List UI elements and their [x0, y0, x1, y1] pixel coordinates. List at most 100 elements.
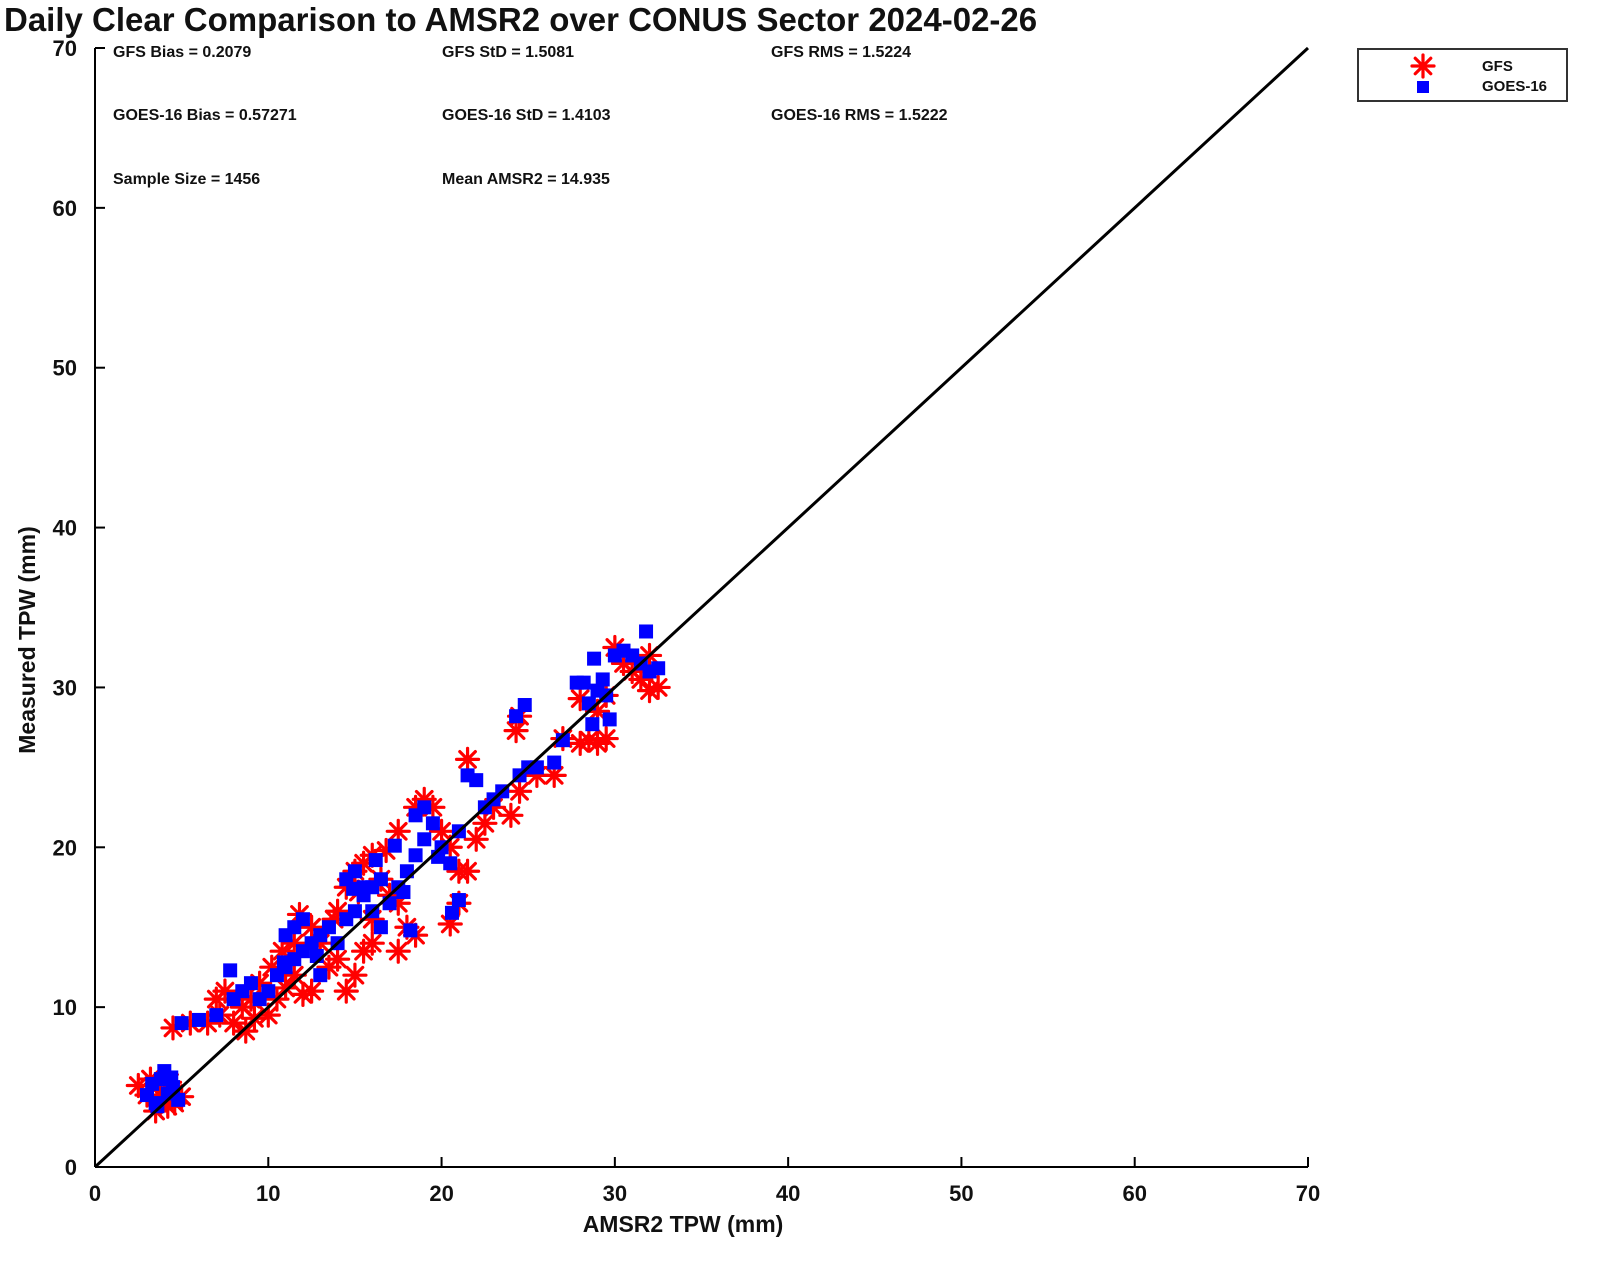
goes16-point: [346, 881, 361, 896]
legend-goes16-marker: [1417, 81, 1429, 93]
goes16-point: [576, 675, 591, 690]
gfs-point: [454, 746, 481, 772]
y-tick-label: 20: [53, 835, 77, 860]
one-to-one-line: [93, 46, 1310, 1169]
goes16-point: [243, 976, 258, 991]
goes16-point: [209, 1008, 224, 1023]
stat-goes-std: GOES-16 StD = 1.4103: [442, 107, 611, 124]
legend-goes16-label: GOES-16: [1482, 78, 1547, 95]
stat-gfs-rms: GFS RMS = 1.5224: [771, 44, 911, 61]
legend-gfs-label: GFS: [1482, 58, 1513, 75]
x-ticks: 0 10 20 30 40 50 60 70: [89, 1157, 1320, 1206]
gfs-point: [325, 946, 351, 972]
goes16-point: [517, 698, 532, 713]
y-tick-label: 30: [53, 675, 77, 700]
goes16-point: [417, 832, 432, 847]
stat-gfs-bias: GFS Bias = 0.2079: [113, 44, 251, 61]
y-tick-label: 50: [53, 356, 77, 381]
gfs-point: [273, 975, 299, 1001]
gfs-point: [503, 717, 529, 744]
gfs-point: [506, 778, 533, 804]
stats-annotations: GFS Bias = 0.2079 GFS StD = 1.5081 GFS R…: [113, 44, 948, 188]
goes16-point: [313, 968, 328, 983]
y-axis-label: Measured TPW (mm): [14, 526, 40, 753]
x-tick-label: 60: [1122, 1181, 1146, 1206]
x-tick-label: 0: [89, 1181, 101, 1206]
gfs-point: [342, 962, 368, 988]
goes16-point: [191, 1012, 206, 1027]
x-tick-label: 50: [949, 1181, 973, 1206]
goes16-point: [639, 624, 654, 639]
y-tick-label: 60: [53, 196, 77, 221]
y-tick-label: 10: [53, 995, 77, 1020]
gfs-point: [299, 978, 325, 1004]
goes16-point: [223, 963, 238, 978]
goes16-point: [403, 923, 418, 938]
goes16-point: [425, 816, 440, 831]
goes16-point: [417, 800, 432, 815]
goes16-point: [171, 1092, 186, 1107]
y-tick-label: 40: [53, 516, 77, 541]
goes16-point: [651, 661, 666, 676]
goes16-point: [469, 773, 484, 788]
stat-mean-amsr2: Mean AMSR2 = 14.935: [442, 171, 610, 188]
x-axis-label: AMSR2 TPW (mm): [583, 1211, 784, 1237]
chart-title: Daily Clear Comparison to AMSR2 over CON…: [4, 1, 1037, 38]
legend-box: [1357, 48, 1568, 102]
stat-gfs-std: GFS StD = 1.5081: [442, 44, 574, 61]
y-tick-label: 0: [65, 1155, 77, 1180]
gfs-point: [498, 802, 524, 828]
goes16-point: [602, 712, 617, 727]
goes16-point: [295, 912, 310, 927]
goes16-point: [321, 920, 336, 935]
gfs-point: [333, 978, 359, 1004]
x-tick-label: 10: [256, 1181, 280, 1206]
goes16-point: [261, 984, 276, 999]
gfs-point: [385, 938, 411, 964]
goes16-point: [373, 872, 388, 887]
legend-gfs-marker: [1410, 53, 1436, 79]
goes16-point: [444, 905, 459, 920]
y-ticks: 0 10 20 30 40 50 60 70: [53, 36, 105, 1180]
goes16-point: [174, 1016, 189, 1031]
goes16-point: [368, 853, 383, 868]
plot-axes: [94, 48, 1308, 1168]
gfs-point: [385, 818, 411, 844]
series-goes16: [139, 624, 666, 1114]
stat-goes-rms: GOES-16 RMS = 1.5222: [771, 107, 948, 124]
goes16-point: [347, 904, 362, 919]
gfs-point: [454, 858, 481, 884]
x-tick-label: 40: [776, 1181, 800, 1206]
goes16-point: [509, 709, 524, 724]
one-to-one-line-group: [93, 46, 1310, 1169]
goes16-point: [595, 672, 610, 687]
goes16-point: [387, 838, 402, 853]
x-tick-label: 30: [603, 1181, 627, 1206]
goes16-point: [443, 856, 458, 871]
stat-goes-bias: GOES-16 Bias = 0.57271: [113, 107, 297, 124]
goes16-point: [347, 864, 362, 879]
stat-sample-size: Sample Size = 1456: [113, 171, 260, 188]
goes16-point: [276, 955, 291, 970]
gfs-point: [359, 930, 385, 956]
goes16-point: [145, 1076, 160, 1091]
legend: GFS GOES-16: [1357, 48, 1568, 102]
goes16-point: [150, 1099, 165, 1114]
goes16-point: [451, 893, 466, 908]
gfs-point: [233, 1018, 259, 1044]
goes16-point: [396, 885, 411, 900]
x-tick-label: 20: [429, 1181, 453, 1206]
gfs-point: [593, 725, 619, 752]
goes16-point: [164, 1070, 179, 1085]
legend-gfs-asterisk: [1410, 53, 1436, 79]
legend-goes16-square: [1417, 81, 1429, 93]
goes16-point: [585, 717, 600, 732]
goes16-point: [373, 920, 388, 935]
x-tick-label: 70: [1296, 1181, 1320, 1206]
goes16-point: [587, 651, 602, 666]
gfs-point: [636, 678, 663, 704]
y-tick-label: 70: [53, 36, 77, 61]
goes16-point: [547, 755, 562, 770]
goes16-point: [408, 848, 423, 863]
